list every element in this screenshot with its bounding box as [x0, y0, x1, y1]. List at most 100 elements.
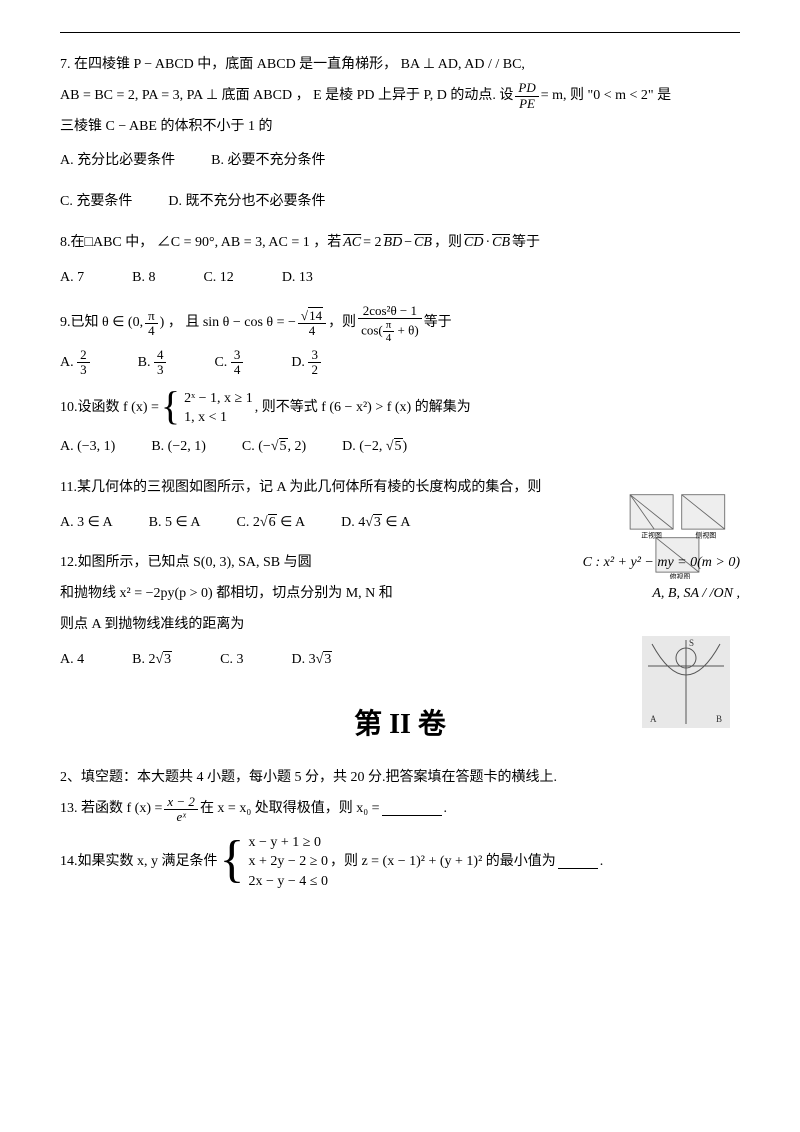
parabola-circle-icon: A B S	[642, 636, 730, 728]
q9-den-theta: + θ)	[394, 322, 418, 337]
q11-options: A. 3 ∈ A B. 5 ∈ A C. 2√6 ∈ A D. 4√3 ∈ A	[60, 508, 500, 539]
q12-B-b: 3	[163, 651, 172, 667]
q9-D-d: 2	[308, 363, 321, 377]
q9-options: A. 23 B. 43 C. 34 D. 32	[60, 348, 740, 379]
q8-post: ，则	[434, 228, 462, 259]
section-2-intro: 2、填空题：本大题共 4 小题，每小题 5 分，共 20 分.把答案填在答题卡的…	[60, 763, 740, 794]
q14-brace-icon: {	[220, 839, 245, 881]
q10-D-a: D. (−2,	[342, 439, 386, 454]
q14-mid: ，则 z = (x − 1)² + (y + 1)² 的最小值为	[330, 847, 556, 878]
q7-line3: 三棱锥 C − ABE 的体积不小于 1 的	[60, 112, 740, 143]
q9-pi4: π 4	[145, 309, 158, 339]
q9-B-lbl: B.	[138, 355, 154, 370]
q7-optC: C. 充要条件	[60, 187, 132, 218]
q7-options-row2: C. 充要条件 D. 既不充分也不必要条件	[60, 187, 740, 218]
q9-C-frac: 34	[231, 348, 244, 378]
q8-line: 8.在□ABC 中， ∠C = 90°, AB = 3, AC = 1 ，若 A…	[60, 228, 740, 259]
q12-line2: 和抛物线 x² = −2py(p > 0) 都相切，切点分别为 M, N 和 A…	[60, 579, 740, 610]
q10-cases: 2ˣ − 1, x ≥ 1 1, x < 1	[184, 389, 253, 428]
page-top-rule	[60, 32, 740, 33]
q8-optC: C. 12	[203, 263, 233, 294]
question-7: 7. 在四棱锥 P − ABCD 中，底面 ABCD 是一直角梯形， BA ⊥ …	[60, 50, 740, 218]
q10-D-c: )	[403, 439, 408, 454]
q9-D-frac: 32	[308, 348, 321, 378]
q12-l2a: 和抛物线 x² = −2py(p > 0) 都相切，切点分别为 M, N 和	[60, 579, 393, 610]
q9-den-4: 4	[383, 332, 395, 344]
q14-pre: 14.如果实数 x, y 满足条件	[60, 847, 218, 878]
q12-l2b: A, B, SA / /ON ,	[652, 579, 740, 610]
section-2-title: 第 II 卷	[60, 694, 740, 756]
q10-C-b: 5	[279, 438, 288, 454]
q14-c3: 2x − y − 4 ≤ 0	[248, 872, 327, 892]
q11-D-b: 3	[373, 514, 382, 530]
q10-mid: , 则不等式 f (6 − x²) > f (x) 的解集为	[255, 393, 471, 424]
question-8: 8.在□ABC 中， ∠C = 90°, AB = 3, AC = 1 ，若 A…	[60, 228, 740, 294]
q8-end: 等于	[512, 228, 540, 259]
q14-c1: x − y + 1 ≥ 0	[248, 833, 327, 853]
question-9: 9.已知 θ ∈ (0, π 4 ) ， 且 sin θ − cos θ = −…	[60, 304, 740, 379]
q7-line2: AB = BC = 2, PA = 3, PA ⊥ 底面 ABCD ， E 是棱…	[60, 81, 740, 112]
q8-vec-cb2: CB	[492, 228, 510, 259]
q12-optC: C. 3	[220, 645, 243, 676]
q8-vec-cb1: CB	[414, 228, 432, 259]
q10-optC: C. (−√5, 2)	[242, 432, 306, 463]
q13-n: x − 2	[164, 795, 198, 810]
q12-figure: A B S	[642, 636, 730, 741]
q10-line: 10.设函数 f (x) = { 2ˣ − 1, x ≥ 1 1, x < 1 …	[60, 389, 740, 428]
q12-optD: D. 3√3	[292, 645, 333, 676]
q10-C-c: , 2)	[288, 439, 307, 454]
q8-optD: D. 13	[282, 263, 313, 294]
q11-optA: A. 3 ∈ A	[60, 508, 113, 539]
q9-den-pi4: π4	[383, 319, 395, 344]
q10-brace-icon: {	[161, 390, 180, 422]
q7-frac-d: PE	[515, 97, 538, 111]
q9-pi4-d: 4	[145, 324, 158, 338]
q13-pre: 13. 若函数 f (x) =	[60, 794, 162, 825]
q13-blank	[382, 802, 442, 816]
q12-options: A. 4 B. 2√3 C. 3 D. 3√3	[60, 645, 740, 676]
q8-mid: = 2	[363, 228, 381, 259]
q9-D-lbl: D.	[291, 355, 308, 370]
question-10: 10.设函数 f (x) = { 2ˣ − 1, x ≥ 1 1, x < 1 …	[60, 389, 740, 463]
q10-D-b: 5	[394, 438, 403, 454]
q8-dot: ·	[485, 228, 490, 259]
question-14: 14.如果实数 x, y 满足条件 { x − y + 1 ≥ 0 x + 2y…	[60, 833, 740, 892]
q13-d: eˣ	[164, 810, 198, 824]
q9-sqrt14-val: 14	[308, 307, 323, 323]
q8-optA: A. 7	[60, 263, 84, 294]
q12-B-a: B. 2	[132, 652, 155, 667]
q10-C-a: C. (−	[242, 439, 271, 454]
q11-D-c: ∈ A	[382, 515, 411, 530]
q7-line2b: = m, 则 "0 < m < 2" 是	[541, 81, 671, 112]
q11-D-a: D. 4	[341, 515, 365, 530]
q13-frac: x − 2 eˣ	[164, 795, 198, 825]
q9-B-frac: 43	[154, 348, 167, 378]
q12-l1b: C : x² + y² − my = 0(m > 0)	[583, 548, 740, 579]
q7-line2a: AB = BC = 2, PA = 3, PA ⊥ 底面 ABCD ， E 是棱…	[60, 81, 513, 112]
svg-text:A: A	[650, 714, 657, 724]
q7-options-row1: A. 充分比必要条件 B. 必要不充分条件	[60, 146, 740, 177]
q9-bigfrac-n: 2cos²θ − 1	[358, 304, 422, 319]
q12-optB: B. 2√3	[132, 645, 172, 676]
question-11: 11.某几何体的三视图如图所示，记 A 为此几何体所有棱的长度构成的集合，则 A…	[60, 473, 740, 539]
q9-den-cos: cos(	[361, 322, 383, 337]
q7-optD: D. 既不充分也不必要条件	[168, 187, 325, 218]
q11-C-b: 6	[268, 514, 277, 530]
q9-B-d: 3	[154, 363, 167, 377]
q11-C-a: C. 2	[237, 515, 260, 530]
svg-text:B: B	[716, 714, 722, 724]
q7-line1: 7. 在四棱锥 P − ABCD 中，底面 ABCD 是一直角梯形， BA ⊥ …	[60, 50, 740, 81]
q9-A-lbl: A.	[60, 355, 77, 370]
q9-sqrt14: √14	[298, 309, 326, 324]
q7-frac: PD PE	[515, 81, 538, 111]
q9-end: 等于	[424, 308, 452, 339]
q9-optA: A. 23	[60, 348, 90, 379]
q8-vec-cd: CD	[464, 228, 483, 259]
q10-pre: 10.设函数 f (x) =	[60, 393, 159, 424]
q9-pre: 9.已知 θ ∈ (0,	[60, 308, 143, 339]
q7-optB: B. 必要不充分条件	[211, 146, 325, 177]
q13-end: .	[444, 794, 448, 825]
q9-bigfrac: 2cos²θ − 1 cos(π4 + θ)	[358, 304, 422, 344]
q9-optC: C. 34	[214, 348, 243, 379]
q8-vec-ac: AC	[343, 228, 361, 259]
